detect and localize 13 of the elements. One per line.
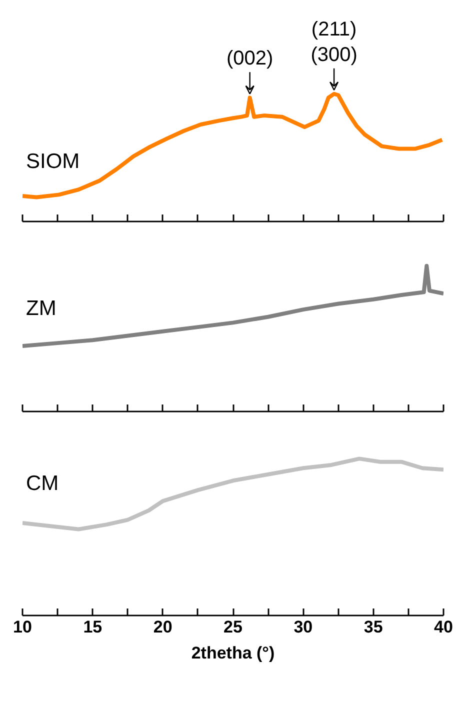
x-tick-label: 15 bbox=[83, 618, 102, 636]
x-tick-label: 40 bbox=[434, 618, 453, 636]
x-tick-label: 25 bbox=[224, 618, 242, 636]
x-tick-label: 30 bbox=[294, 618, 313, 636]
x-tick-label: 10 bbox=[13, 618, 32, 636]
series-label: ZM bbox=[26, 296, 56, 320]
x-axis-title: 2thetha (°) bbox=[191, 644, 275, 662]
annotation: (211) (300) bbox=[310, 18, 358, 66]
x-tick-label: 35 bbox=[364, 618, 383, 636]
series-label: CM bbox=[26, 472, 59, 495]
x-tick-label: 20 bbox=[153, 618, 172, 636]
annotation: (002) bbox=[226, 48, 274, 70]
series-label: SIOM bbox=[26, 150, 80, 173]
